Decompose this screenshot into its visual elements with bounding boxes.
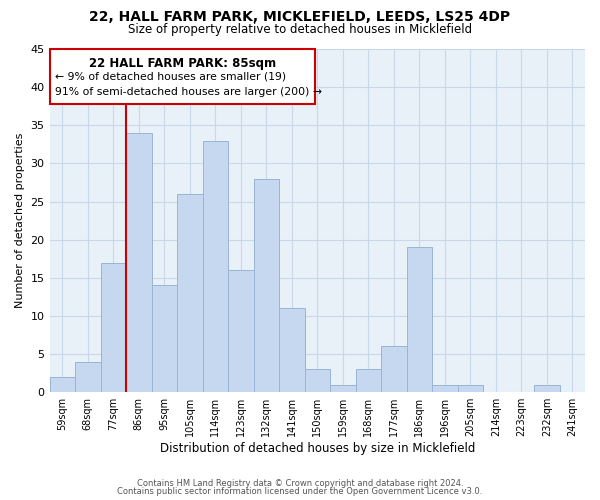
Bar (126, 133, 152, 392)
X-axis label: Distribution of detached houses by size in Micklefield: Distribution of detached houses by size … (160, 442, 475, 455)
Bar (305, 370, 330, 392)
Bar (177, 194, 203, 392)
Bar (254, 178, 279, 392)
Bar (356, 370, 381, 392)
Bar (279, 308, 305, 392)
Bar (75, 362, 101, 392)
Bar (50, 377, 75, 392)
Text: 91% of semi-detached houses are larger (200) →: 91% of semi-detached houses are larger (… (55, 87, 322, 97)
Text: Size of property relative to detached houses in Micklefield: Size of property relative to detached ho… (128, 22, 472, 36)
Bar (432, 384, 458, 392)
Bar (101, 262, 126, 392)
Text: 22, HALL FARM PARK, MICKLEFIELD, LEEDS, LS25 4DP: 22, HALL FARM PARK, MICKLEFIELD, LEEDS, … (89, 10, 511, 24)
Text: 22 HALL FARM PARK: 85sqm: 22 HALL FARM PARK: 85sqm (89, 56, 275, 70)
Bar (407, 248, 432, 392)
Bar (330, 384, 356, 392)
Bar (381, 346, 407, 392)
Bar (458, 384, 483, 392)
Bar (534, 384, 560, 392)
Y-axis label: Number of detached properties: Number of detached properties (15, 133, 25, 308)
Bar (228, 270, 254, 392)
Bar (152, 286, 177, 392)
Text: Contains public sector information licensed under the Open Government Licence v3: Contains public sector information licen… (118, 487, 482, 496)
Text: ← 9% of detached houses are smaller (19): ← 9% of detached houses are smaller (19) (55, 72, 286, 82)
Text: Contains HM Land Registry data © Crown copyright and database right 2024.: Contains HM Land Registry data © Crown c… (137, 478, 463, 488)
FancyBboxPatch shape (50, 49, 315, 104)
Bar (203, 140, 228, 392)
